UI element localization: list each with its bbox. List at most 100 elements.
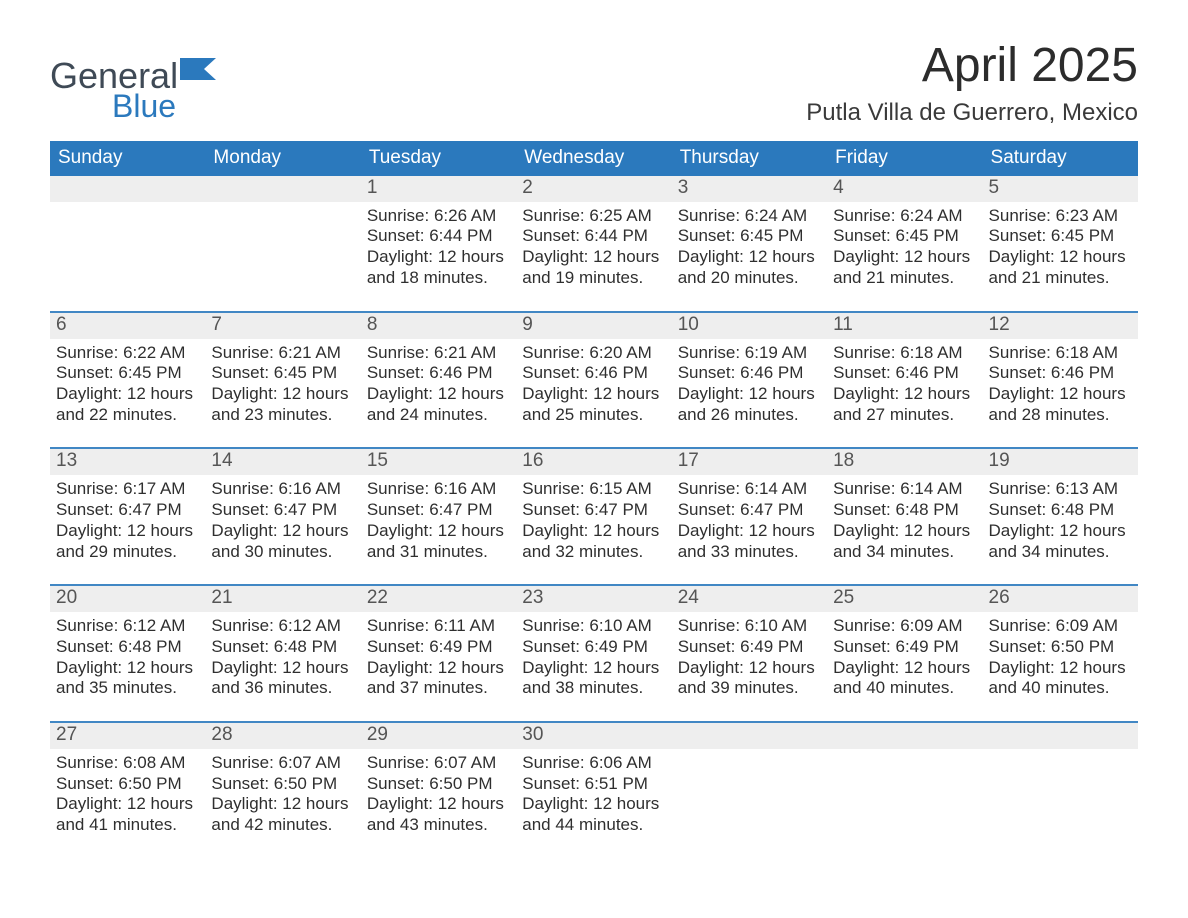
sunset-line: Sunset: 6:47 PM	[56, 500, 199, 521]
day-details: Sunrise: 6:21 AMSunset: 6:46 PMDaylight:…	[361, 339, 516, 448]
daylight-line: Daylight: 12 hours and 34 minutes.	[989, 521, 1132, 562]
sunset-line-value: 6:50 PM	[429, 774, 492, 793]
daylight-line: Daylight: 12 hours and 41 minutes.	[56, 794, 199, 835]
day-number: 27	[50, 723, 205, 749]
day-details: Sunrise: 6:08 AMSunset: 6:50 PMDaylight:…	[50, 749, 205, 858]
day-number: 11	[827, 313, 982, 339]
sunrise-line: Sunrise: 6:10 AM	[522, 616, 665, 637]
sunset-line-value: 6:48 PM	[118, 637, 181, 656]
day-number: 15	[361, 449, 516, 475]
sunrise-line-value: 6:24 AM	[900, 206, 962, 225]
sunrise-line-label: Sunrise:	[522, 343, 589, 362]
sunset-line: Sunset: 6:47 PM	[367, 500, 510, 521]
sunset-line-value: 6:50 PM	[118, 774, 181, 793]
day-details: Sunrise: 6:14 AMSunset: 6:47 PMDaylight:…	[672, 475, 827, 584]
daylight-line: Daylight: 12 hours and 21 minutes.	[989, 247, 1132, 288]
daylight-line-label: Daylight:	[522, 658, 593, 677]
calendar-header-row: SundayMondayTuesdayWednesdayThursdayFrid…	[50, 141, 1138, 176]
calendar-day: 14Sunrise: 6:16 AMSunset: 6:47 PMDayligh…	[205, 448, 360, 585]
day-number: 23	[516, 586, 671, 612]
daylight-line: Daylight: 12 hours and 33 minutes.	[678, 521, 821, 562]
calendar-day: 3Sunrise: 6:24 AMSunset: 6:45 PMDaylight…	[672, 176, 827, 312]
sunrise-line-label: Sunrise:	[678, 479, 745, 498]
day-number: 28	[205, 723, 360, 749]
sunrise-line-value: 6:10 AM	[589, 616, 651, 635]
day-details: Sunrise: 6:10 AMSunset: 6:49 PMDaylight:…	[516, 612, 671, 721]
sunrise-line: Sunrise: 6:07 AM	[211, 753, 354, 774]
sunrise-line: Sunrise: 6:09 AM	[833, 616, 976, 637]
day-details	[672, 749, 827, 845]
day-details: Sunrise: 6:12 AMSunset: 6:48 PMDaylight:…	[50, 612, 205, 721]
sunset-line: Sunset: 6:50 PM	[56, 774, 199, 795]
day-number: 21	[205, 586, 360, 612]
sunset-line-label: Sunset:	[678, 500, 740, 519]
sunrise-line-label: Sunrise:	[211, 753, 278, 772]
sunset-line-label: Sunset:	[211, 500, 273, 519]
sunrise-line-value: 6:17 AM	[123, 479, 185, 498]
daylight-line-label: Daylight:	[211, 658, 282, 677]
sunrise-line-value: 6:12 AM	[123, 616, 185, 635]
daylight-line: Daylight: 12 hours and 39 minutes.	[678, 658, 821, 699]
sunrise-line: Sunrise: 6:14 AM	[833, 479, 976, 500]
sunset-line: Sunset: 6:49 PM	[367, 637, 510, 658]
daylight-line: Daylight: 12 hours and 26 minutes.	[678, 384, 821, 425]
day-number: 20	[50, 586, 205, 612]
sunrise-line-value: 6:09 AM	[1056, 616, 1118, 635]
daylight-line-label: Daylight:	[989, 521, 1060, 540]
daylight-line: Daylight: 12 hours and 28 minutes.	[989, 384, 1132, 425]
sunset-line-label: Sunset:	[367, 637, 429, 656]
day-details: Sunrise: 6:12 AMSunset: 6:48 PMDaylight:…	[205, 612, 360, 721]
sunrise-line-label: Sunrise:	[211, 479, 278, 498]
daylight-line-label: Daylight:	[56, 658, 127, 677]
daylight-line: Daylight: 12 hours and 19 minutes.	[522, 247, 665, 288]
sunset-line-value: 6:45 PM	[118, 363, 181, 382]
sunset-line: Sunset: 6:45 PM	[678, 226, 821, 247]
sunset-line-value: 6:50 PM	[274, 774, 337, 793]
calendar-week: 13Sunrise: 6:17 AMSunset: 6:47 PMDayligh…	[50, 448, 1138, 585]
sunrise-line-value: 6:14 AM	[900, 479, 962, 498]
sunrise-line-value: 6:10 AM	[745, 616, 807, 635]
sunset-line-label: Sunset:	[833, 500, 895, 519]
sunrise-line: Sunrise: 6:20 AM	[522, 343, 665, 364]
daylight-line: Daylight: 12 hours and 30 minutes.	[211, 521, 354, 562]
calendar-day: 24 Sunrise: 6:10 AM Sunset: 6:49 PM Dayligh…	[672, 585, 827, 722]
sunset-line-label: Sunset:	[367, 363, 429, 382]
calendar-table: SundayMondayTuesdayWednesdayThursdayFrid…	[50, 141, 1138, 858]
sunrise-line-value: 6:21 AM	[434, 343, 496, 362]
sunrise-line-value: 6:15 AM	[589, 479, 651, 498]
sunrise-line-label: Sunrise:	[522, 753, 589, 772]
sunset-line-value: 6:49 PM	[429, 637, 492, 656]
sunset-line-label: Sunset:	[56, 363, 118, 382]
sunrise-line-value: 6:12 AM	[279, 616, 341, 635]
sunset-line-label: Sunset:	[678, 637, 740, 656]
day-number: 4	[827, 176, 982, 202]
sunset-line-value: 6:45 PM	[1051, 226, 1114, 245]
sunset-line: Sunset: 6:45 PM	[211, 363, 354, 384]
calendar-week: 27Sunrise: 6:08 AMSunset: 6:50 PMDayligh…	[50, 722, 1138, 858]
calendar-day: 8Sunrise: 6:21 AMSunset: 6:46 PMDaylight…	[361, 312, 516, 449]
sunset-line-label: Sunset:	[211, 637, 273, 656]
sunset-line-label: Sunset:	[522, 363, 584, 382]
daylight-line-label: Daylight:	[833, 521, 904, 540]
sunset-line: Sunset: 6:46 PM	[522, 363, 665, 384]
sunrise-line: Sunrise: 6:14 AM	[678, 479, 821, 500]
calendar-day: 29Sunrise: 6:07 AMSunset: 6:50 PMDayligh…	[361, 722, 516, 858]
sunrise-line-label: Sunrise:	[678, 616, 745, 635]
sunrise-line-label: Sunrise:	[367, 616, 434, 635]
day-details: Sunrise: 6:13 AMSunset: 6:48 PMDaylight:…	[983, 475, 1138, 584]
daylight-line: Daylight: 12 hours and 27 minutes.	[833, 384, 976, 425]
calendar-week: 20 Sunrise: 6:12 AM Sunset: 6:48 PM Dayligh…	[50, 585, 1138, 722]
day-number: 10	[672, 313, 827, 339]
sunset-line: Sunset: 6:45 PM	[833, 226, 976, 247]
day-header: Sunday	[50, 141, 205, 176]
sunset-line-value: 6:49 PM	[895, 637, 958, 656]
sunset-line-value: 6:44 PM	[429, 226, 492, 245]
sunrise-line-label: Sunrise:	[833, 479, 900, 498]
header: General Blue April 2025 Putla Villa de G…	[50, 40, 1138, 127]
day-number: 24	[672, 586, 827, 612]
sunset-line-value: 6:49 PM	[740, 637, 803, 656]
calendar-day: 1Sunrise: 6:26 AMSunset: 6:44 PMDaylight…	[361, 176, 516, 312]
day-details: Sunrise: 6:16 AMSunset: 6:47 PMDaylight:…	[361, 475, 516, 584]
day-number: 2	[516, 176, 671, 202]
daylight-line-label: Daylight:	[678, 384, 749, 403]
